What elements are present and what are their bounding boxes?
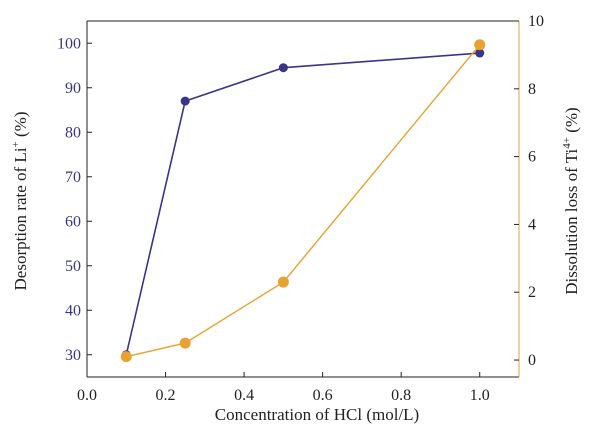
right-tick-label: 2 (528, 284, 536, 301)
right-series-line (126, 44, 481, 358)
left-series-point (180, 96, 190, 106)
left-y-axis-label-main: Desorption rate of Li (11, 147, 30, 290)
left-series-point (278, 63, 288, 73)
x-axis-ticks: 0.0 0.2 0.4 0.6 0.8 1.0 (77, 372, 490, 404)
series-group (120, 39, 486, 363)
right-tick-label: 10 (528, 13, 544, 30)
x-tick-label: 1.0 (470, 387, 490, 404)
left-series-point (475, 48, 485, 58)
right-tick-label: 6 (528, 149, 536, 166)
right-series-point (120, 351, 132, 363)
x-tick-label: 0.0 (77, 387, 97, 404)
left-y-axis-label-sup: + (10, 141, 22, 147)
left-tick-label: 60 (65, 213, 81, 230)
left-tick-label: 100 (57, 35, 81, 52)
x-tick-label: 0.2 (156, 387, 176, 404)
left-series-line (125, 52, 480, 355)
right-axis-ticks: 0 2 4 6 8 10 (514, 13, 544, 369)
right-tick-label: 4 (528, 216, 536, 233)
left-y-axis-label: Desorption rate of Li+ (%) (10, 112, 30, 291)
right-y-axis-label-sup: 4+ (561, 137, 573, 149)
right-tick-label: 8 (528, 81, 536, 98)
left-tick-label: 80 (65, 124, 81, 141)
plot-frame (86, 20, 520, 378)
left-y-axis-label-tail: (%) (11, 112, 30, 142)
left-axis-ticks: 30 40 50 60 70 80 90 100 (57, 35, 92, 364)
right-y-axis-label-tail: (%) (562, 107, 581, 137)
right-series-point (179, 337, 191, 349)
x-tick-label: 0.6 (313, 387, 333, 404)
left-tick-label: 40 (65, 302, 81, 319)
x-tick-label: 0.4 (234, 387, 254, 404)
right-y-axis-label-main: Dissolution loss of Ti (562, 148, 581, 294)
right-y-axis-label: Dissolution loss of Ti4+ (%) (561, 107, 581, 294)
left-tick-label: 70 (65, 169, 81, 186)
left-tick-label: 30 (65, 347, 81, 364)
right-series-point (277, 276, 289, 288)
left-tick-label: 50 (65, 258, 81, 275)
x-tick-label: 0.8 (391, 387, 411, 404)
right-series-point (474, 39, 486, 51)
right-tick-label: 0 (528, 352, 536, 369)
x-axis-label: Concentration of HCl (mol/L) (215, 405, 419, 424)
left-tick-label: 90 (65, 80, 81, 97)
